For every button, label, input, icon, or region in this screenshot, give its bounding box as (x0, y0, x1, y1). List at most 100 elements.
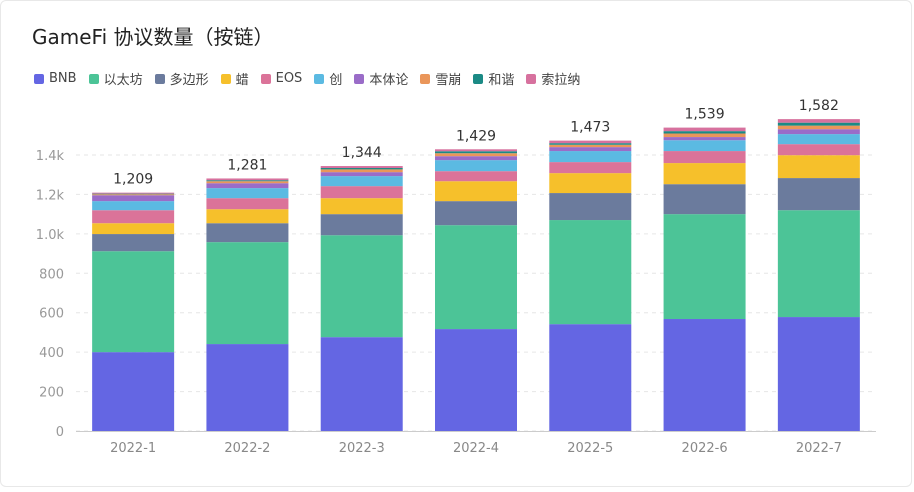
bar-segment (206, 188, 289, 199)
bar-total-label: 1,582 (799, 98, 839, 114)
bar-segment (320, 198, 403, 215)
bar-segment (320, 176, 403, 187)
y-tick-label: 400 (39, 346, 64, 361)
bar-segment (320, 235, 403, 338)
bar-total-label: 1,429 (456, 128, 496, 144)
legend-item[interactable]: 多边形 (154, 69, 209, 88)
bar-segment (663, 319, 746, 431)
bar-segment (549, 173, 632, 194)
bar-segment (206, 223, 289, 243)
bar-total-label: 1,473 (570, 120, 610, 136)
y-tick-label: 1.2k (36, 188, 65, 203)
bar-segment (663, 214, 746, 320)
bar-segment (777, 122, 860, 126)
x-tick-label: 2022-6 (682, 441, 728, 456)
bar-segment (663, 127, 746, 132)
legend-swatch (314, 73, 325, 84)
bar-segment (549, 162, 632, 174)
bar-segment (92, 352, 175, 431)
bar-segment (663, 140, 746, 152)
legend-item[interactable]: 创 (314, 69, 342, 88)
bar-segment (320, 166, 403, 169)
bar-segment (320, 337, 403, 431)
bar-segment (777, 134, 860, 145)
x-tick-label: 2022-5 (567, 441, 613, 456)
bar-segment (92, 194, 175, 196)
bar-segment (435, 329, 517, 431)
bar-segment (435, 160, 517, 172)
chart-title: GameFi 协议数量（按链） (32, 25, 274, 49)
legend-item[interactable]: EOS (260, 69, 303, 88)
bar-segment (663, 151, 746, 164)
bar-segment (92, 201, 175, 211)
legend-swatch (34, 73, 44, 84)
legend-item[interactable]: 蜡 (220, 69, 249, 88)
bar-segment (206, 344, 289, 431)
legend-swatch (420, 73, 431, 84)
bar-segment (777, 144, 860, 156)
bar-segment (549, 140, 632, 144)
legend-item[interactable]: 本体论 (354, 69, 408, 88)
bar-segment (777, 129, 860, 135)
bar-segment (663, 184, 746, 215)
bar-segment (549, 220, 632, 325)
bar-segment (435, 156, 517, 161)
bar-segment (663, 131, 746, 134)
bar-segment (777, 210, 860, 318)
legend-label: 本体论 (369, 73, 409, 88)
bar-segment (206, 178, 289, 181)
bar-segment (206, 209, 289, 224)
bar-segment (320, 186, 403, 199)
legend-swatch (526, 73, 537, 84)
bar-segment (549, 324, 632, 431)
bar-segment (777, 317, 860, 431)
legend-label: 以太坊 (103, 73, 143, 88)
legend-item[interactable]: BNB (34, 69, 77, 88)
legend-label: 和谐 (488, 73, 515, 88)
legend-label: EOS (275, 71, 303, 86)
bar-segment (435, 153, 517, 157)
legend-swatch (354, 73, 365, 84)
bar-segment (206, 242, 289, 345)
y-tick-label: 1.0k (36, 228, 65, 243)
bar-segment (435, 151, 517, 154)
bar-segment (663, 133, 746, 138)
bar-segment (549, 147, 632, 152)
bar-segment (663, 163, 746, 185)
legend-item[interactable]: 雪崩 (420, 69, 461, 88)
x-tick-label: 2022-2 (224, 441, 270, 456)
legend-swatch (154, 73, 165, 84)
y-tick-label: 1.4k (36, 149, 65, 164)
bar-segment (92, 210, 175, 224)
bar-segment (320, 168, 403, 170)
x-tick-label: 2022-3 (339, 441, 385, 456)
legend-label: BNB (49, 71, 77, 86)
y-tick-label: 0 (56, 425, 64, 440)
bar-segment (206, 180, 289, 182)
bar-segment (435, 171, 517, 182)
legend-swatch (220, 73, 231, 84)
bar-segment (206, 181, 289, 184)
legend: BNB 以太坊 多边形 蜡 EOS 创 本体论 雪崩 和谐 索拉纳 (34, 69, 592, 88)
legend-swatch (260, 73, 271, 84)
legend-label: 多边形 (169, 73, 209, 88)
bar-segment (92, 234, 175, 252)
legend-item[interactable]: 索拉纳 (526, 69, 580, 88)
bar-segment (549, 144, 632, 148)
bar-total-label: 1,281 (227, 157, 267, 173)
bar-segment (320, 214, 403, 236)
bar-segment (92, 223, 175, 235)
bar-segment (549, 143, 632, 145)
x-tick-label: 2022-4 (453, 441, 499, 456)
x-tick-label: 2022-1 (110, 441, 156, 456)
legend-label: 创 (329, 73, 343, 88)
bar-segment (549, 193, 632, 221)
legend-item[interactable]: 和谐 (473, 69, 514, 88)
bar-segment (92, 193, 175, 195)
bar-segment (777, 125, 860, 130)
legend-item[interactable]: 以太坊 (88, 69, 143, 88)
bar-segment (549, 151, 632, 163)
bar-segment (777, 119, 860, 123)
